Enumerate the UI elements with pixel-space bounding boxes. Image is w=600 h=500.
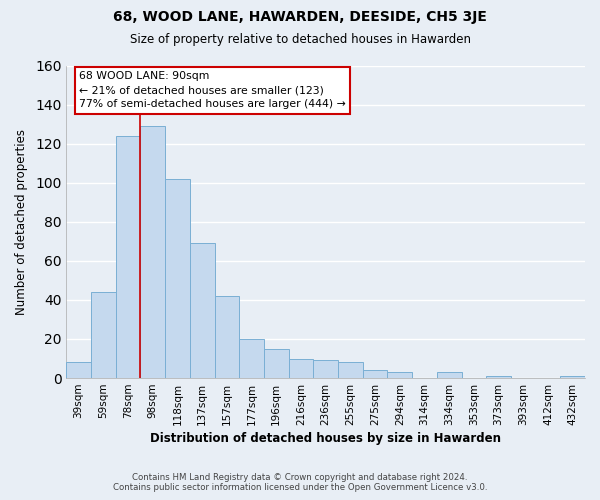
Bar (338, 362, 363, 378)
Bar (190, 244, 215, 378)
Bar (388, 372, 412, 378)
Y-axis label: Number of detached properties: Number of detached properties (15, 129, 28, 315)
Bar (363, 370, 388, 378)
Bar (67, 362, 91, 378)
Bar (289, 358, 313, 378)
Text: 68, WOOD LANE, HAWARDEN, DEESIDE, CH5 3JE: 68, WOOD LANE, HAWARDEN, DEESIDE, CH5 3J… (113, 10, 487, 24)
Text: 68 WOOD LANE: 90sqm
← 21% of detached houses are smaller (123)
77% of semi-detac: 68 WOOD LANE: 90sqm ← 21% of detached ho… (79, 72, 346, 110)
Bar (486, 376, 511, 378)
Bar (264, 349, 289, 378)
Text: Contains HM Land Registry data © Crown copyright and database right 2024.
Contai: Contains HM Land Registry data © Crown c… (113, 473, 487, 492)
X-axis label: Distribution of detached houses by size in Hawarden: Distribution of detached houses by size … (150, 432, 501, 445)
Bar (165, 179, 190, 378)
Bar (140, 126, 165, 378)
Bar (116, 136, 140, 378)
Bar (91, 292, 116, 378)
Bar (437, 372, 461, 378)
Bar (560, 376, 585, 378)
Bar (215, 296, 239, 378)
Bar (239, 339, 264, 378)
Text: Size of property relative to detached houses in Hawarden: Size of property relative to detached ho… (130, 32, 470, 46)
Bar (313, 360, 338, 378)
